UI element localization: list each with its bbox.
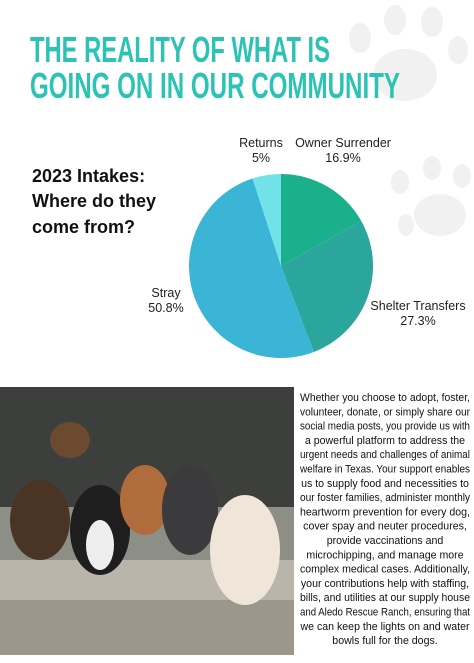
paragraph-line: a powerful platform to address the [305,435,465,447]
slice-label: Stray [151,286,181,300]
pie-slice [252,174,281,266]
paragraph-line: Whether you choose to adopt, foster, [300,392,470,404]
paragraph-line: bills, and utilities at our supply house [300,592,470,604]
paragraph: Whether you choose to adopt, foster, volu… [299,392,471,647]
slice-value: 5% [252,151,270,165]
pie-slice [188,178,314,358]
slice-label: Owner Surrender [295,136,391,150]
title-line: THE REALITY OF WHAT IS [30,29,330,70]
paragraph-line: your contributions help with staffing, [301,578,469,590]
pie-slice [281,174,362,266]
chart-title-line: 2023 Intakes: [32,166,145,186]
paragraph-line: microchipping, and manage more [306,549,463,561]
paragraph-line: provide vaccinations and [327,535,444,547]
title-line: GOING ON IN OUR COMMUNITY [30,65,400,106]
paw-decor [349,5,471,236]
paragraph-line: us to supply food and necessities to [301,478,469,490]
paragraph-line: bowls full for the dogs. [332,635,437,647]
slice-label: Returns [239,136,283,150]
slice-value: 50.8% [148,301,183,315]
chart-title-line: Where do they [32,191,156,211]
paragraph-line: heartworm prevention for every dog, [300,506,470,518]
paragraph-line: complex medical cases. Additionally, [300,564,470,576]
paragraph-line: cover spay and neuter procedures, [303,521,467,533]
slice-label: Shelter Transfers [370,299,465,313]
paragraph-line: urgent needs and challenges of animal [300,449,470,461]
paragraph-line: and Aledo Rescue Ranch, ensuring that [300,607,470,619]
chart-title-line: come from? [32,217,135,237]
photo [0,387,294,655]
paragraph-line: we can keep the lights on and water [299,621,469,633]
slice-value: 27.3% [400,314,435,328]
paragraph-line: welfare in Texas. Your support enables [299,464,470,476]
slice-value: 16.9% [325,151,360,165]
paragraph-line: our foster families, administer monthly [300,492,471,504]
pie-slice [281,221,373,352]
paragraph-line: social media posts, you provide us with [300,421,470,433]
paragraph-line: volunteer, donate, or simply share our [300,406,470,418]
